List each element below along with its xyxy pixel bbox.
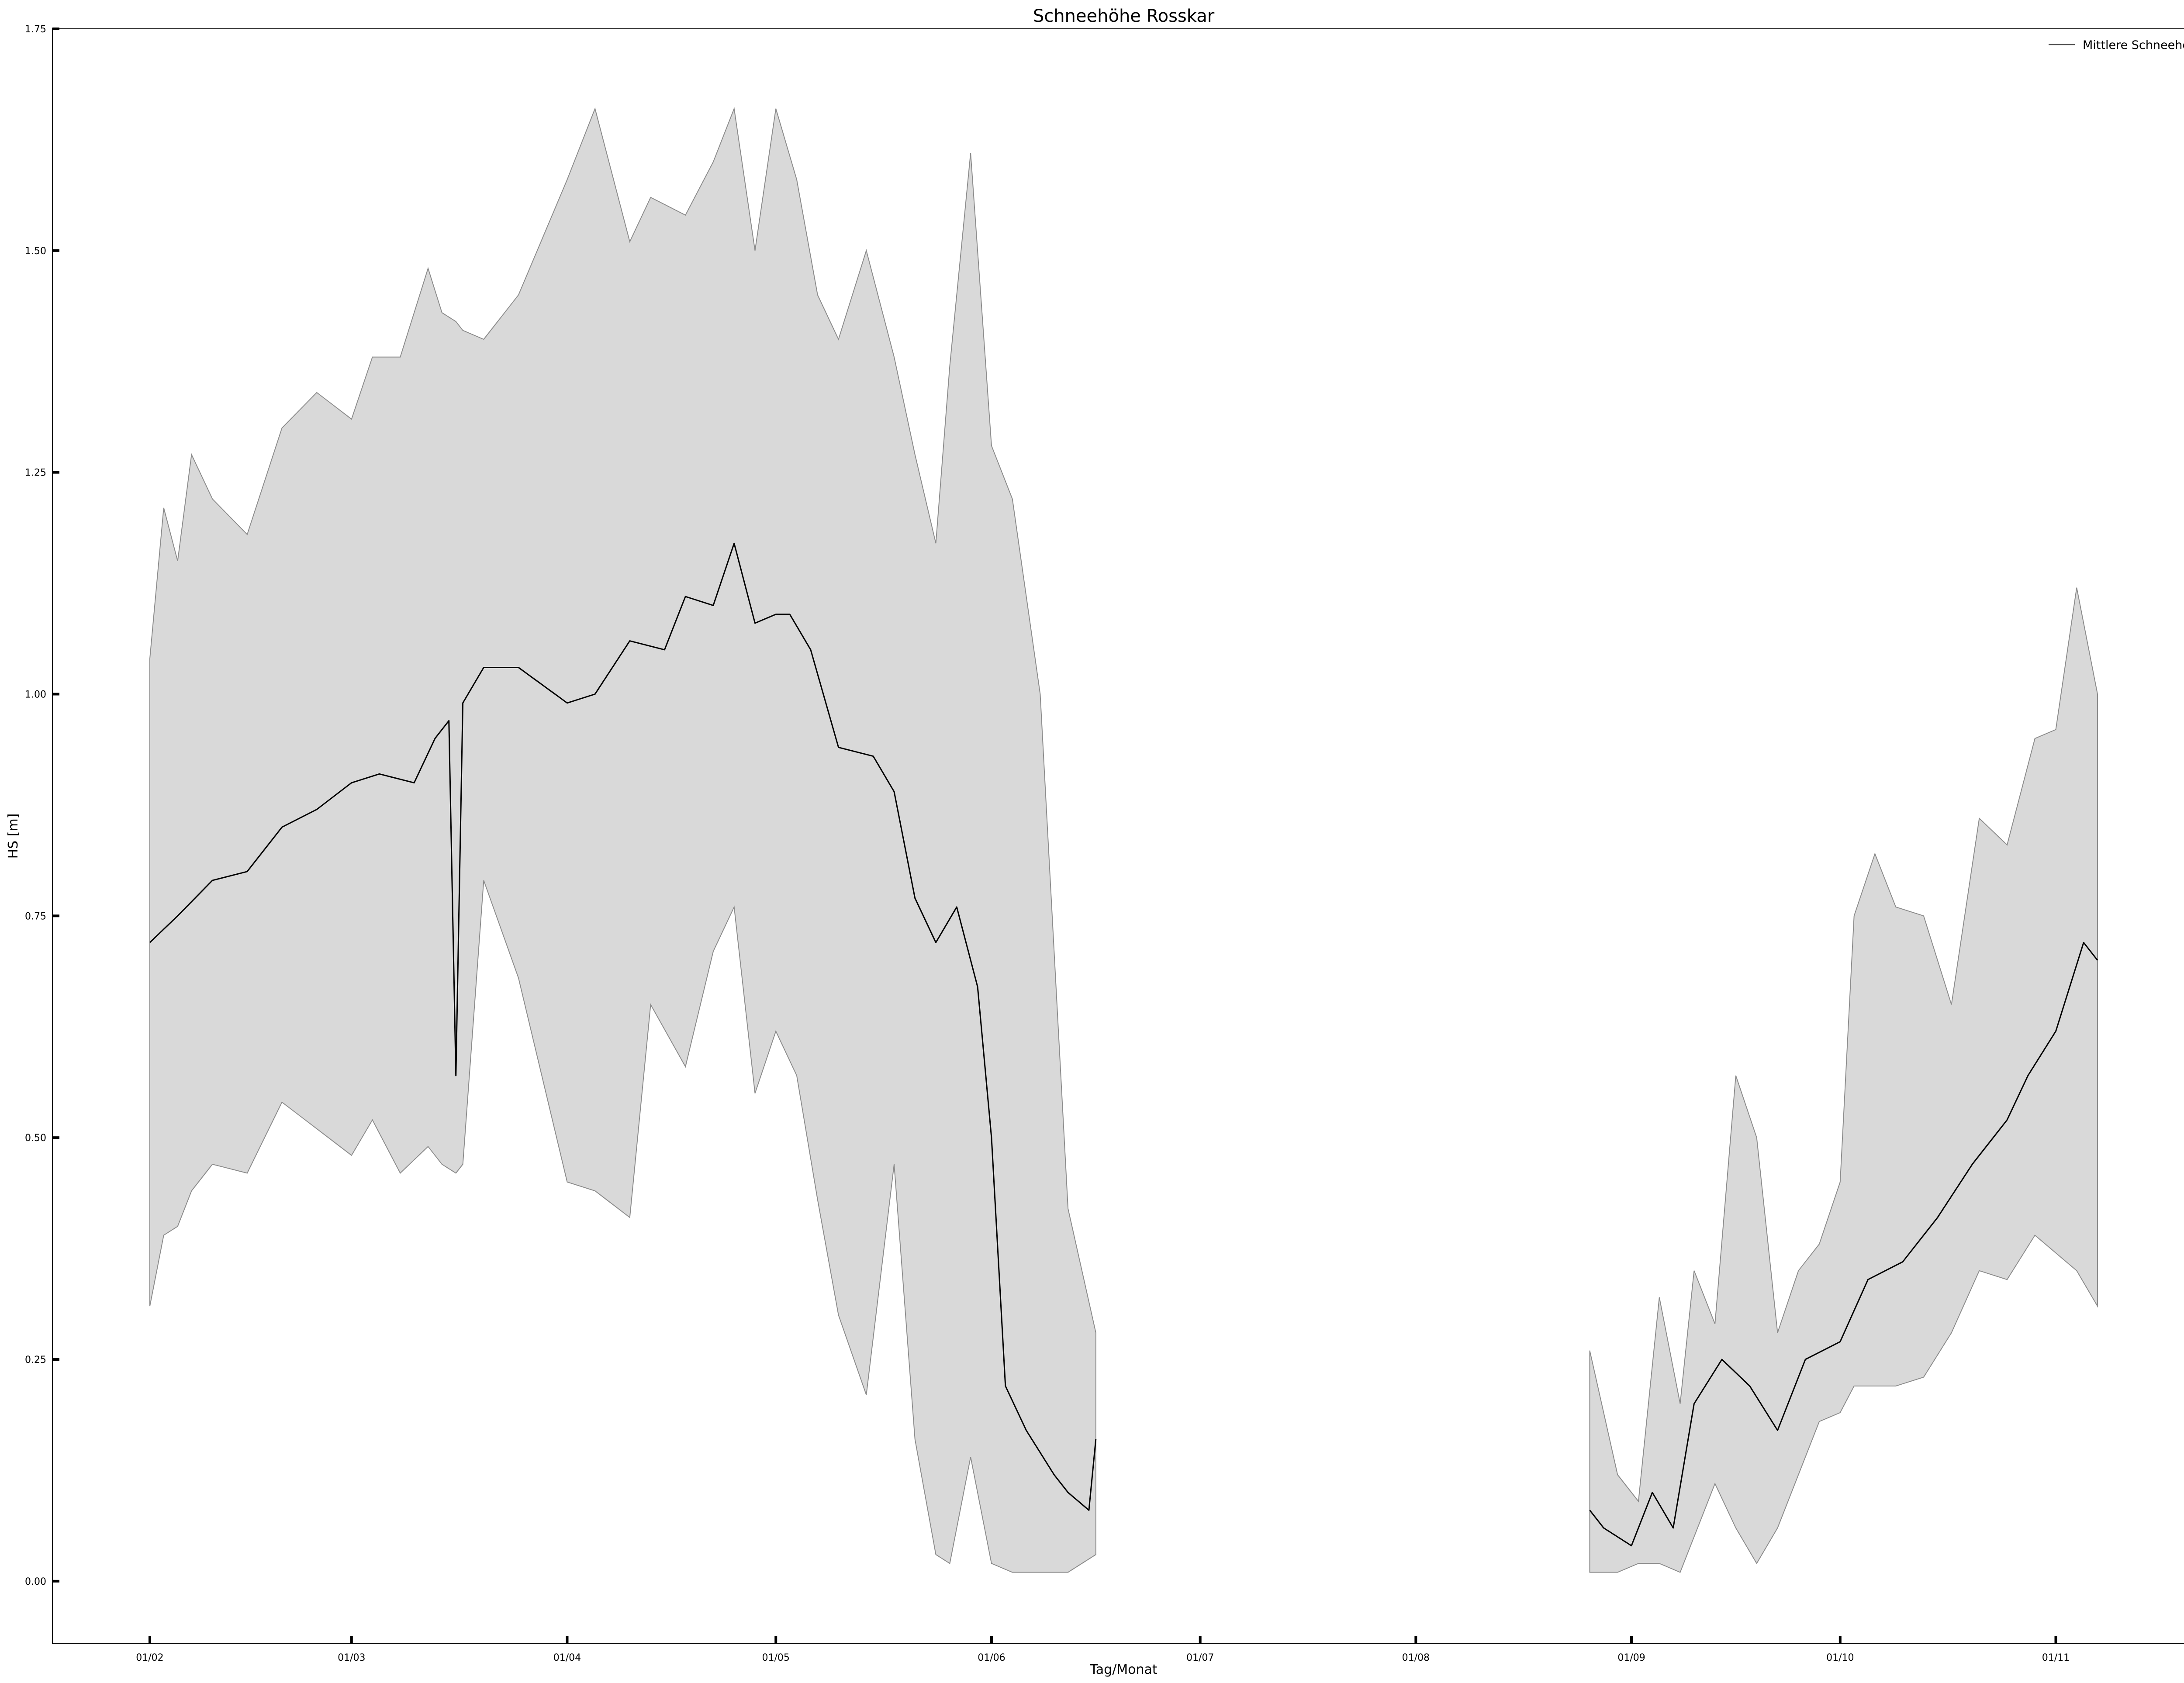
chart-title: Schneehöhe Rosskar [1033, 6, 1215, 26]
x-tick-label: 01/05 [762, 1652, 790, 1663]
y-tick-label: 0.75 [25, 911, 46, 922]
x-tick-label: 01/02 [136, 1652, 163, 1663]
x-tick-label: 01/09 [1617, 1652, 1645, 1663]
y-axis-label: HS [m] [6, 814, 21, 859]
legend: Mittlere Schneehöhe [2049, 38, 2184, 52]
band-layer [149, 107, 2098, 1573]
plot-frame [52, 28, 2184, 1644]
x-tick-label: 01/08 [1402, 1652, 1430, 1663]
y-tick-label: 0.50 [25, 1133, 46, 1144]
mean-line-segment-1 [149, 542, 1097, 1511]
x-axis-label: Tag/Monat [1089, 1662, 1158, 1677]
y-tick-label: 0.25 [25, 1355, 46, 1366]
mean-line-segment-2 [1589, 942, 2098, 1547]
band-area-segment-1 [149, 107, 1096, 1573]
x-tick-label: 01/10 [1826, 1652, 1854, 1663]
y-tick-label: 1.50 [25, 246, 46, 257]
y-axis: 0.00 0.25 0.50 0.75 1.00 1.25 1.50 1.75 [25, 24, 59, 1587]
mean-line-layer [149, 542, 2098, 1547]
y-tick-label: 1.00 [25, 689, 46, 700]
x-axis: 01/02 01/03 01/04 01/05 01/06 01/07 01/08 01/09… [136, 1636, 2070, 1663]
y-tick-label: 1.25 [25, 468, 46, 479]
x-tick-label: 01/07 [1186, 1652, 1214, 1663]
x-tick-label: 01/11 [2042, 1652, 2070, 1663]
x-tick-label: 01/04 [553, 1652, 581, 1663]
x-tick-label: 01/03 [338, 1652, 365, 1663]
y-tick-label: 1.75 [25, 24, 46, 35]
x-tick-label: 01/06 [978, 1652, 1005, 1663]
band-area-segment-2 [1589, 587, 2098, 1573]
y-tick-label: 0.00 [25, 1576, 46, 1587]
legend-label: Mittlere Schneehöhe [2083, 38, 2184, 52]
